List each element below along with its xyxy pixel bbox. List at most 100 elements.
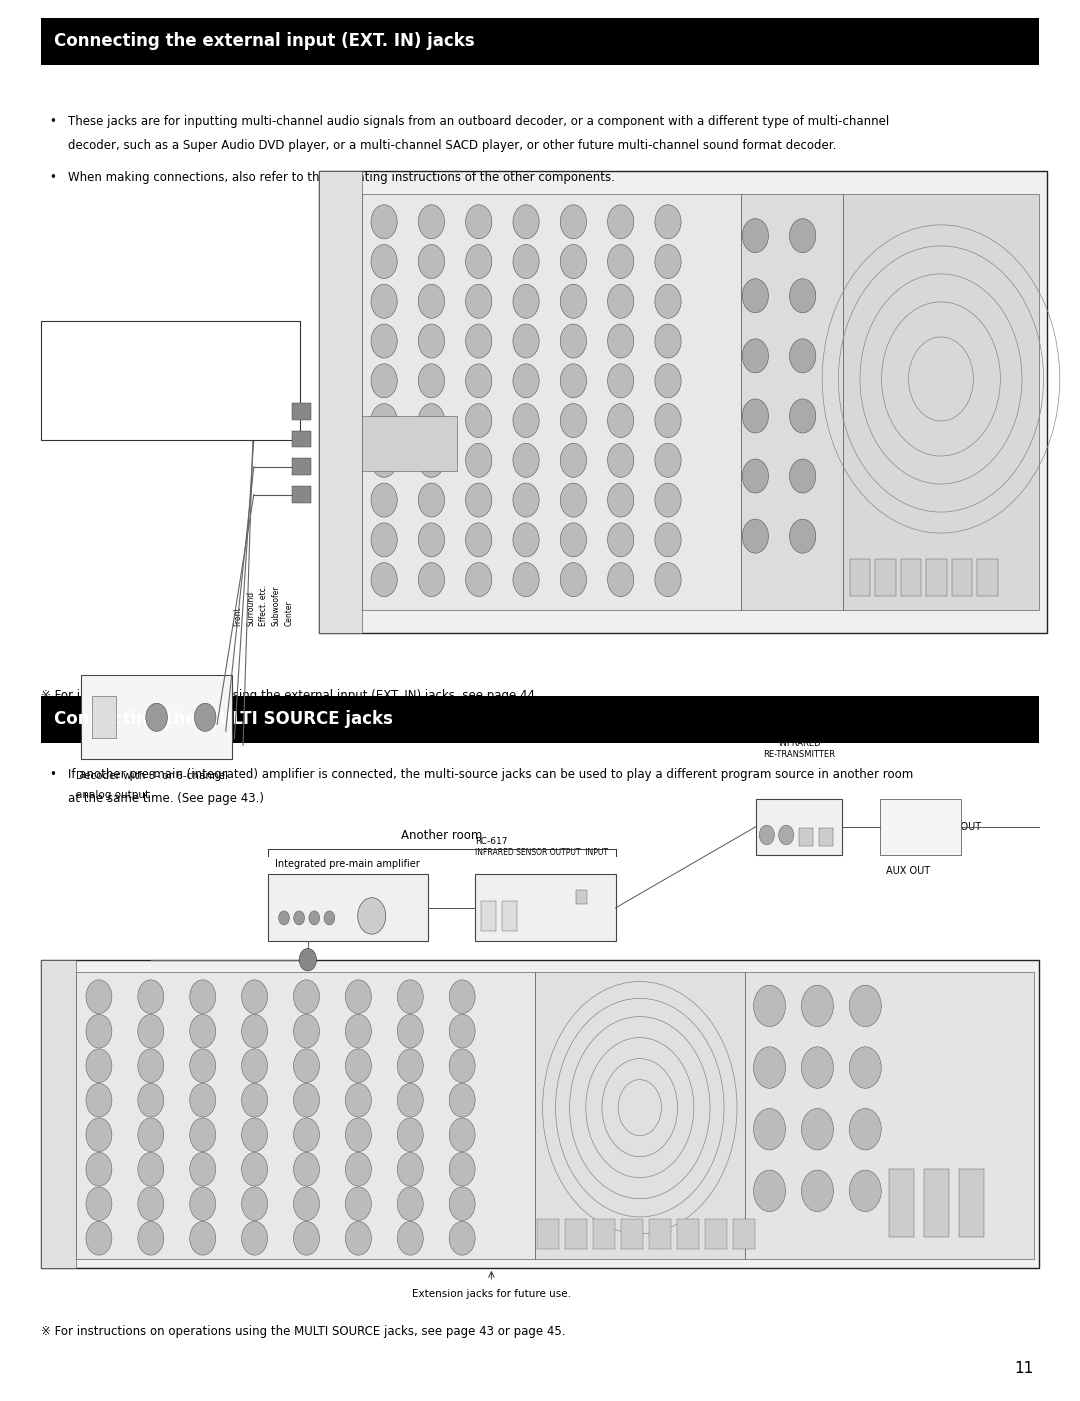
Bar [292, 458, 311, 475]
Circle shape [465, 403, 491, 437]
Circle shape [397, 1014, 423, 1048]
Circle shape [346, 979, 372, 1013]
Bar [292, 403, 311, 420]
Circle shape [561, 523, 586, 556]
Circle shape [654, 364, 681, 398]
Circle shape [801, 1170, 834, 1212]
Circle shape [789, 520, 815, 553]
Circle shape [465, 324, 491, 359]
Circle shape [465, 483, 491, 517]
Circle shape [242, 1118, 268, 1152]
Circle shape [86, 1118, 112, 1152]
Bar [901, 559, 921, 597]
Bar [76, 972, 535, 1258]
Circle shape [513, 364, 539, 398]
Circle shape [608, 403, 634, 437]
Circle shape [654, 523, 681, 556]
Circle shape [608, 245, 634, 279]
Circle shape [86, 1222, 112, 1255]
Circle shape [372, 324, 397, 359]
Bar [268, 874, 428, 941]
Circle shape [138, 1014, 164, 1048]
Circle shape [801, 985, 834, 1027]
Circle shape [138, 1049, 164, 1083]
Circle shape [654, 483, 681, 517]
Circle shape [742, 219, 769, 252]
Circle shape [849, 1108, 881, 1150]
Bar [319, 171, 1047, 633]
Bar [744, 972, 1034, 1258]
Circle shape [346, 1187, 372, 1220]
Circle shape [561, 324, 586, 359]
Circle shape [397, 1222, 423, 1255]
Bar [41, 321, 300, 440]
Circle shape [561, 364, 586, 398]
Circle shape [372, 245, 397, 279]
Bar [577, 891, 588, 905]
Circle shape [654, 284, 681, 318]
Circle shape [561, 443, 586, 478]
Circle shape [465, 245, 491, 279]
Circle shape [346, 1049, 372, 1083]
Circle shape [397, 1118, 423, 1152]
Circle shape [294, 979, 320, 1013]
Text: When making connections, also refer to the operating instructions of the other c: When making connections, also refer to t… [68, 171, 615, 184]
Circle shape [449, 1083, 475, 1117]
Circle shape [654, 324, 681, 359]
Circle shape [242, 1014, 268, 1048]
Circle shape [418, 483, 445, 517]
Circle shape [742, 279, 769, 312]
Circle shape [608, 324, 634, 359]
Circle shape [754, 1170, 785, 1212]
Circle shape [346, 1118, 372, 1152]
Bar [537, 1219, 559, 1250]
Circle shape [465, 284, 491, 318]
Circle shape [789, 399, 815, 433]
Circle shape [742, 460, 769, 493]
Circle shape [561, 403, 586, 437]
Text: Connecting the MULTI SOURCE jacks: Connecting the MULTI SOURCE jacks [54, 710, 393, 729]
Bar [41, 960, 76, 1268]
Circle shape [418, 324, 445, 359]
Circle shape [242, 1153, 268, 1187]
Circle shape [294, 1083, 320, 1117]
Bar [621, 1219, 643, 1250]
Circle shape [397, 1187, 423, 1220]
Circle shape [465, 364, 491, 398]
Bar [81, 675, 232, 759]
Circle shape [513, 563, 539, 597]
Circle shape [513, 324, 539, 359]
Circle shape [754, 985, 785, 1027]
Circle shape [608, 523, 634, 556]
Circle shape [654, 443, 681, 478]
Bar [677, 1219, 699, 1250]
Circle shape [449, 1222, 475, 1255]
Circle shape [372, 403, 397, 437]
Circle shape [561, 284, 586, 318]
Circle shape [86, 1049, 112, 1083]
Circle shape [449, 1153, 475, 1187]
Text: If another pre-main (integrated) amplifier is connected, the multi-source jacks : If another pre-main (integrated) amplifi… [68, 768, 914, 780]
Circle shape [513, 403, 539, 437]
Circle shape [849, 1047, 881, 1089]
Circle shape [449, 1118, 475, 1152]
Circle shape [346, 1014, 372, 1048]
Text: analog output: analog output [76, 790, 149, 800]
Circle shape [608, 563, 634, 597]
Circle shape [608, 443, 634, 478]
Bar [819, 828, 833, 846]
Circle shape [608, 205, 634, 238]
Circle shape [561, 563, 586, 597]
Circle shape [242, 1187, 268, 1220]
Text: Connecting the external input (EXT. IN) jacks: Connecting the external input (EXT. IN) … [54, 32, 474, 50]
Circle shape [86, 1153, 112, 1187]
Circle shape [654, 403, 681, 437]
Text: Integrated pre-main amplifier: Integrated pre-main amplifier [275, 859, 420, 869]
Bar [876, 559, 895, 597]
Bar [319, 171, 362, 633]
Text: DENON: DENON [784, 810, 814, 818]
Circle shape [294, 1153, 320, 1187]
Circle shape [294, 1049, 320, 1083]
Text: Effect. etc.: Effect. etc. [259, 586, 268, 626]
Circle shape [608, 483, 634, 517]
